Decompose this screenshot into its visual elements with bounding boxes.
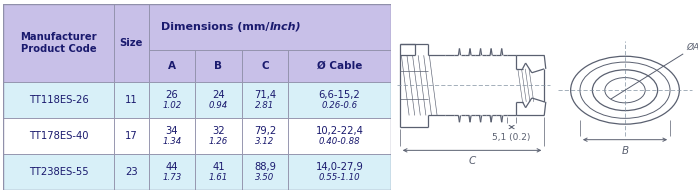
- Text: 1.26: 1.26: [209, 137, 228, 146]
- Bar: [288, 154, 391, 190]
- Text: 41: 41: [212, 162, 225, 172]
- Bar: [149, 49, 195, 82]
- Text: 5,1 (0.2): 5,1 (0.2): [493, 133, 530, 142]
- Text: 14,0-27,9: 14,0-27,9: [315, 162, 364, 172]
- Text: 1.34: 1.34: [163, 137, 181, 146]
- Text: 34: 34: [165, 126, 178, 136]
- Text: B: B: [214, 61, 223, 71]
- Text: Dimensions (mm/: Dimensions (mm/: [161, 22, 270, 32]
- Text: TT238ES-55: TT238ES-55: [29, 167, 89, 177]
- Text: Size: Size: [119, 38, 143, 48]
- Bar: [3, 82, 114, 118]
- Bar: [149, 4, 391, 49]
- Bar: [3, 4, 114, 82]
- Bar: [195, 82, 242, 118]
- Text: 0.55-1.10: 0.55-1.10: [319, 173, 360, 182]
- Bar: [288, 82, 391, 118]
- Text: 79,2: 79,2: [254, 126, 276, 136]
- Text: 26: 26: [165, 90, 179, 100]
- Text: Inch): Inch): [270, 22, 302, 32]
- Text: TT118ES-26: TT118ES-26: [29, 95, 89, 105]
- Bar: [3, 118, 114, 154]
- Bar: [242, 82, 288, 118]
- Bar: [195, 154, 242, 190]
- Text: TT178ES-40: TT178ES-40: [29, 131, 89, 141]
- Text: 1.61: 1.61: [209, 173, 228, 182]
- Text: Ø Cable: Ø Cable: [317, 61, 362, 71]
- Text: B: B: [621, 146, 629, 156]
- Text: C: C: [261, 61, 269, 71]
- Text: 88,9: 88,9: [254, 162, 276, 172]
- Bar: [149, 118, 195, 154]
- Text: 10,2-22,4: 10,2-22,4: [315, 126, 364, 136]
- Bar: [195, 118, 242, 154]
- Bar: [114, 4, 149, 82]
- Bar: [242, 49, 288, 82]
- Bar: [242, 118, 288, 154]
- Text: 0.40-0.88: 0.40-0.88: [319, 137, 360, 146]
- Bar: [3, 154, 114, 190]
- Text: 0.94: 0.94: [209, 101, 228, 110]
- Text: 23: 23: [125, 167, 138, 177]
- Text: ØA: ØA: [686, 43, 698, 52]
- Text: 3.50: 3.50: [255, 173, 274, 182]
- Bar: [149, 154, 195, 190]
- Text: 24: 24: [212, 90, 225, 100]
- Bar: [114, 82, 149, 118]
- Bar: [114, 118, 149, 154]
- Text: 71,4: 71,4: [254, 90, 276, 100]
- Bar: [288, 49, 391, 82]
- Text: C: C: [468, 156, 475, 166]
- Bar: [114, 154, 149, 190]
- Text: 17: 17: [125, 131, 138, 141]
- Text: 0.26-0.6: 0.26-0.6: [322, 101, 357, 110]
- Text: A: A: [168, 61, 176, 71]
- Text: 6,6-15,2: 6,6-15,2: [319, 90, 360, 100]
- Bar: [242, 154, 288, 190]
- Text: 11: 11: [125, 95, 138, 105]
- Text: 1.73: 1.73: [163, 173, 181, 182]
- Text: Manufacturer
Product Code: Manufacturer Product Code: [20, 32, 97, 54]
- Text: 44: 44: [165, 162, 178, 172]
- Text: 32: 32: [212, 126, 225, 136]
- Text: 1.02: 1.02: [163, 101, 181, 110]
- Bar: [195, 49, 242, 82]
- Text: 3.12: 3.12: [255, 137, 274, 146]
- Text: 2.81: 2.81: [255, 101, 274, 110]
- Bar: [288, 118, 391, 154]
- Bar: [149, 82, 195, 118]
